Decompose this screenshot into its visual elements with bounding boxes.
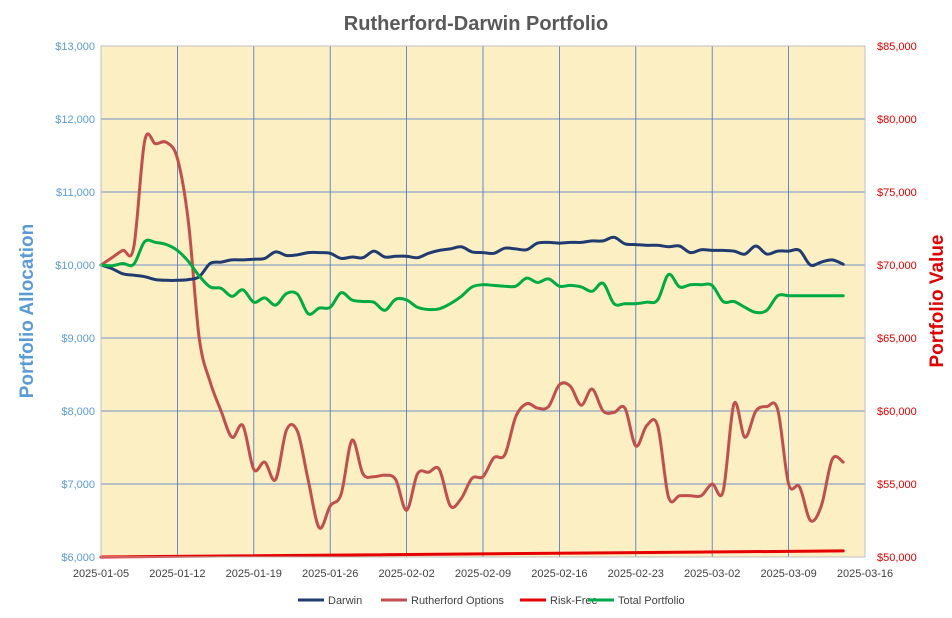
series-line-total-portfolio xyxy=(99,238,845,316)
right-axis-tick-label: $55,000 xyxy=(877,479,917,491)
legend-label-risk-free: Risk-Free xyxy=(550,595,598,607)
chart-title: Rutherford-Darwin Portfolio xyxy=(344,13,608,35)
left-axis-tick-label: $13,000 xyxy=(55,41,95,53)
x-axis-tick-label: 2025-01-19 xyxy=(226,568,282,580)
x-axis-tick-label: 2025-02-16 xyxy=(531,568,587,580)
series-line-risk-free xyxy=(99,549,845,559)
left-axis-tick-label: $10,000 xyxy=(55,260,95,272)
left-axis-label: Portfolio Allocation xyxy=(17,224,38,399)
legend: Darwin Rutherford Options Risk-Free Total P… xyxy=(298,595,685,607)
series-line-darwin xyxy=(99,235,845,282)
right-axis-tick-label: $70,000 xyxy=(877,260,917,272)
left-axis-tick-label: $7,000 xyxy=(61,479,95,491)
series-lines xyxy=(99,132,845,559)
right-axis-tick-label: $85,000 xyxy=(877,41,917,53)
x-axis-tick-label: 2025-02-02 xyxy=(378,568,434,580)
series-line-rutherford-options xyxy=(99,132,845,530)
x-axis-tick-label: 2025-01-26 xyxy=(302,568,358,580)
legend-label-total-portfolio: Total Portfolio xyxy=(618,595,685,607)
right-axis-tick-label: $60,000 xyxy=(877,406,917,418)
x-axis-tick-label: 2025-02-23 xyxy=(608,568,664,580)
x-axis-tick-label: 2025-01-05 xyxy=(73,568,129,580)
x-axis-tick-label: 2025-03-16 xyxy=(837,568,893,580)
x-axis-tick-label: 2025-01-12 xyxy=(149,568,205,580)
left-axis-tick-label: $8,000 xyxy=(61,406,95,418)
x-axis-tick-label: 2025-02-09 xyxy=(455,568,511,580)
right-axis-ticks: $50,000 $55,000 $60,000 $65,000 $70,000 $75,0… xyxy=(877,41,917,564)
left-axis-tick-label: $6,000 xyxy=(61,552,95,564)
left-axis-tick-label: $11,000 xyxy=(56,187,95,199)
left-axis-tick-label: $12,000 xyxy=(55,114,95,126)
right-axis-tick-label: $65,000 xyxy=(877,333,917,345)
right-axis-tick-label: $50,000 xyxy=(877,552,917,564)
legend-label-darwin: Darwin xyxy=(328,595,362,607)
right-axis-label: Portfolio Value xyxy=(927,234,948,367)
x-axis-tick-label: 2025-03-02 xyxy=(684,568,740,580)
plot-border xyxy=(100,45,866,558)
left-axis-tick-label: $9,000 xyxy=(61,333,95,345)
x-axis-ticks: 2025-01-05 2025-01-12 2025-01-19 2025-01-26… xyxy=(73,568,893,580)
x-axis-tick-label: 2025-03-09 xyxy=(760,568,816,580)
right-axis-tick-label: $75,000 xyxy=(877,187,917,199)
right-axis-tick-label: $80,000 xyxy=(877,114,917,126)
left-axis-ticks: $6,000 $7,000 $8,000 $9,000 $10,000 $11,000 $1… xyxy=(55,41,95,564)
legend-label-rutherford-options: Rutherford Options xyxy=(411,595,504,607)
